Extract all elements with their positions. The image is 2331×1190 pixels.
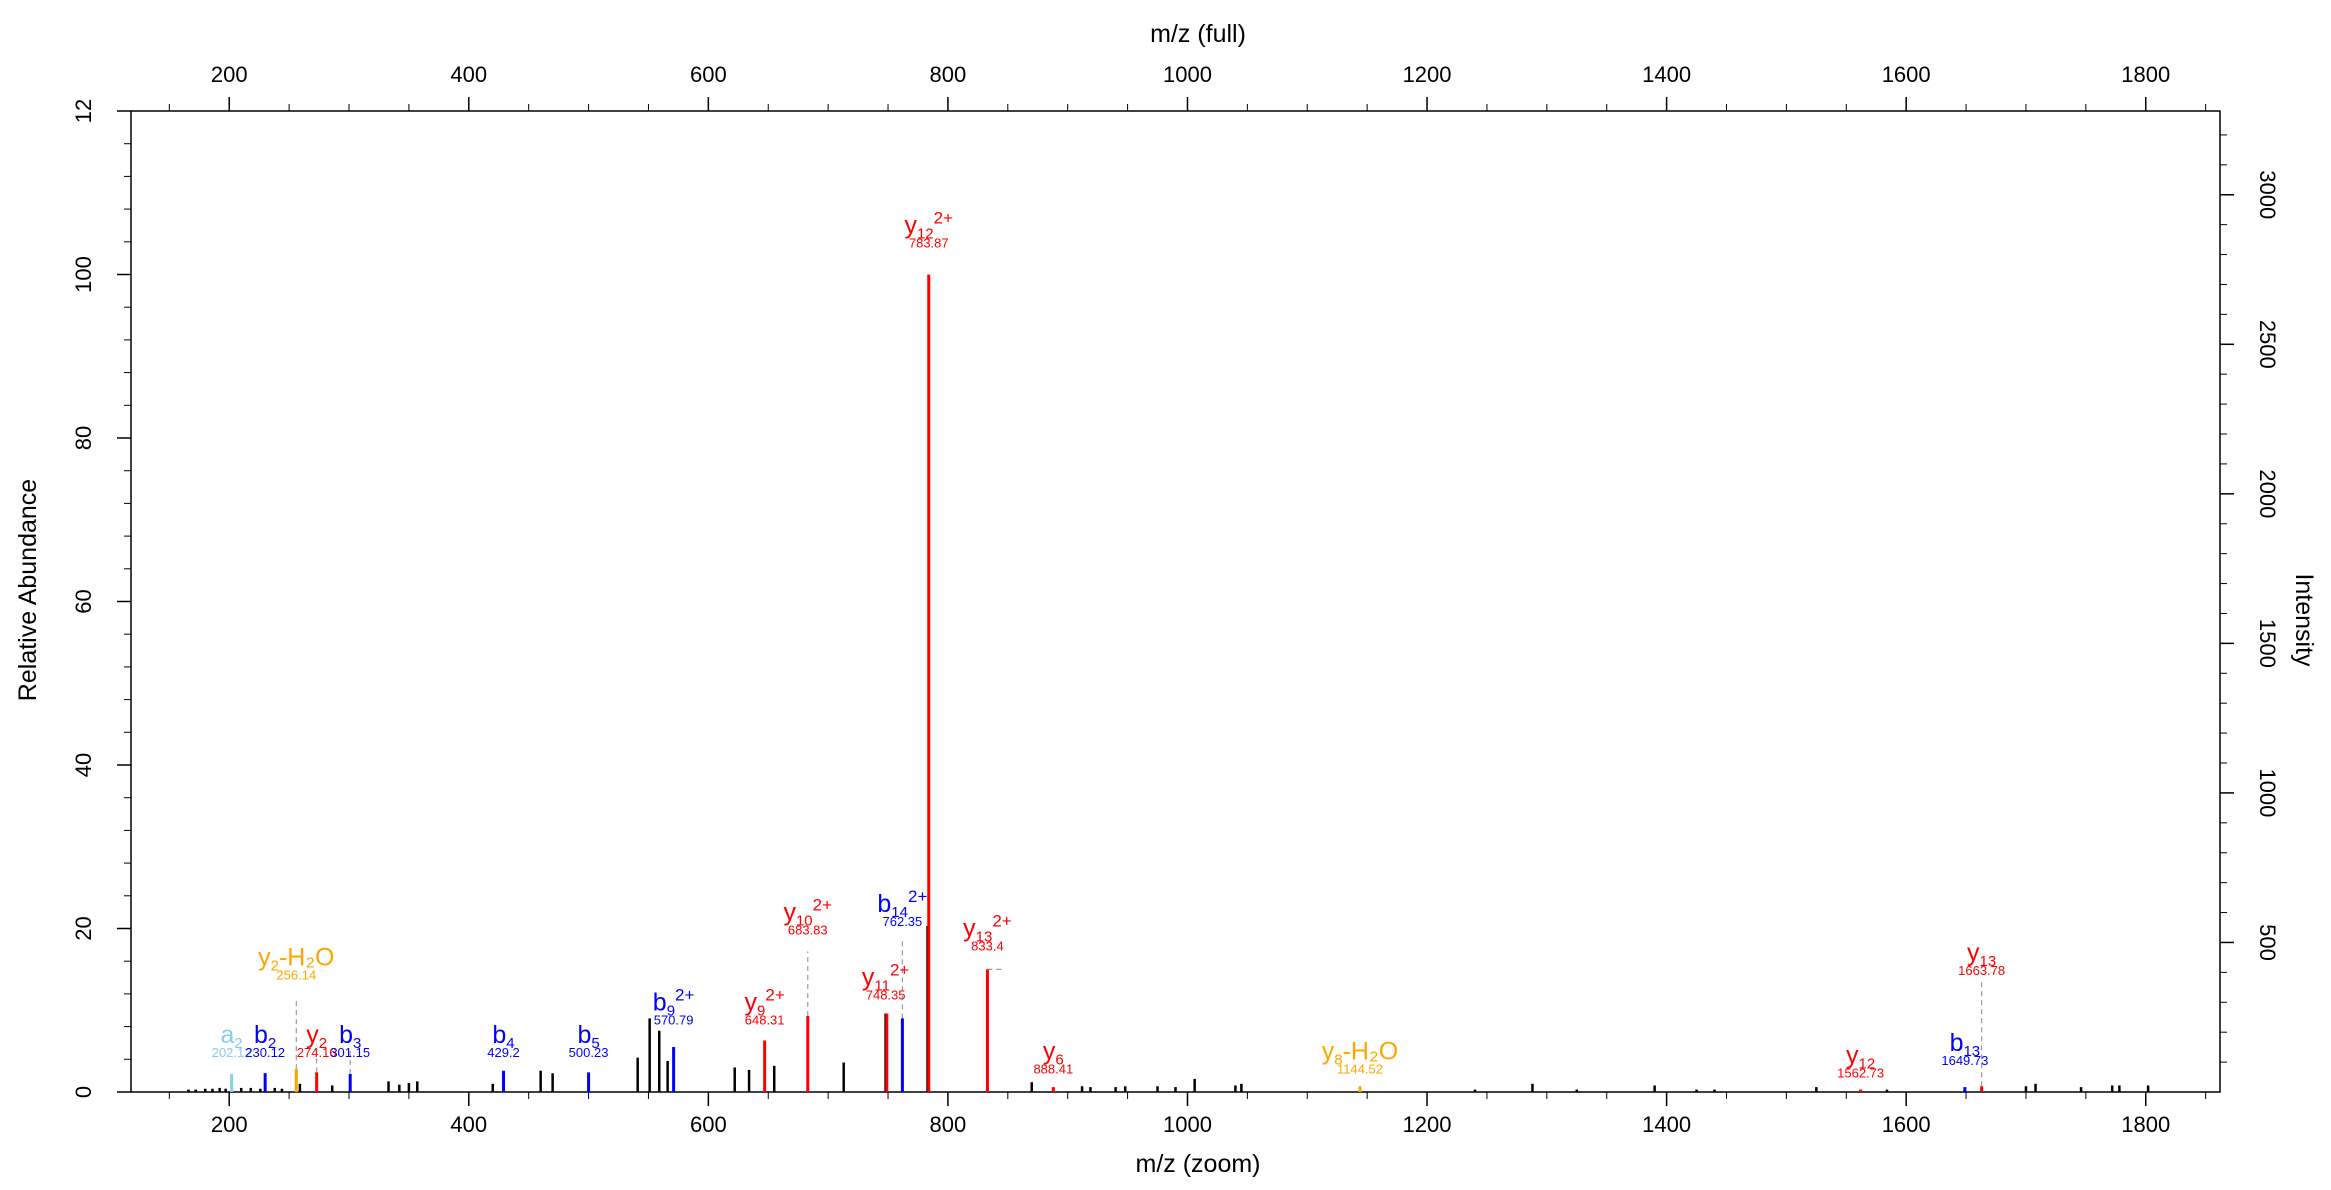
ion-label: y122+ — [904, 209, 953, 243]
y-axis-title: Relative Abundance — [14, 479, 42, 701]
x-tick-label: 1600 — [1882, 1112, 1931, 1137]
connector-lines — [295, 939, 1983, 1087]
ion-mz-label: 256.14 — [276, 967, 316, 982]
y-tick-label: 0 — [71, 1086, 96, 1098]
y-tick-label: 20 — [71, 916, 96, 940]
ion-mz-label: 648.31 — [745, 1012, 785, 1027]
ion-mz-label: 1144.52 — [1337, 1061, 1383, 1076]
ion-mz-label: 429.2 — [487, 1045, 520, 1060]
ion-annotations: y122+783.87 b142+762.35 y102+683.83 y112+74… — [212, 209, 2005, 1081]
ion-mz-label: 783.87 — [909, 236, 949, 251]
ion-mz-label: 274.16 — [297, 1045, 337, 1060]
ion-mz-label: 500.23 — [569, 1045, 609, 1060]
ion-label: y6 — [1043, 1037, 1064, 1068]
top-tick-label: 1400 — [1642, 62, 1691, 87]
right-axis: 500 1000 1500 2000 2500 3000 — [2220, 134, 2280, 1063]
plot-border — [130, 110, 2221, 1093]
x-tick-label: 600 — [690, 1112, 727, 1137]
ion-mz-label: 202.12 — [212, 1045, 252, 1060]
ion-label: b3 — [339, 1021, 361, 1052]
ion-label: y92+ — [745, 985, 785, 1019]
y-tick-label: 12 — [71, 99, 96, 123]
ion-label: y2-H₂O — [258, 943, 334, 974]
right-tick-label: 3000 — [2255, 170, 2280, 219]
ion-mz-label: 683.83 — [788, 922, 828, 937]
peak-bars — [187, 274, 2150, 1092]
top-tick-label: 200 — [211, 62, 248, 87]
x-tick-label: 800 — [930, 1112, 967, 1137]
ion-label: a2 — [220, 1021, 242, 1052]
left-axis: 0 20 40 60 80 100 12 — [71, 99, 131, 1098]
right-tick-label: 1500 — [2255, 619, 2280, 668]
ion-label: y132+ — [963, 912, 1012, 946]
y-tick-label: 80 — [71, 426, 96, 450]
right-tick-label: 2500 — [2255, 320, 2280, 369]
ion-label: y2 — [306, 1021, 327, 1052]
top-axis-title: m/z (full) — [1150, 20, 1246, 48]
ion-mz-label: 230.12 — [245, 1045, 285, 1060]
ion-label: b4 — [492, 1021, 514, 1052]
right-tick-label: 1000 — [2255, 768, 2280, 817]
top-tick-label: 400 — [450, 62, 487, 87]
ion-mz-label: 1562.73 — [1837, 1065, 1884, 1080]
top-tick-label: 1800 — [2121, 62, 2170, 87]
ion-label: b5 — [577, 1021, 599, 1052]
ion-label: y13 — [1967, 939, 1996, 970]
ion-mz-label: 888.41 — [1033, 1061, 1073, 1076]
ion-mz-label: 1663.78 — [1958, 963, 2005, 978]
right-tick-label: 500 — [2255, 924, 2280, 961]
ion-label: b2 — [254, 1021, 276, 1052]
ion-mz-label: 833.4 — [971, 939, 1004, 954]
y-tick-label: 100 — [71, 256, 96, 293]
right-tick-label: 2000 — [2255, 469, 2280, 518]
top-axis: 200 400 600 800 1000 1200 1400 1600 1800 — [168, 62, 2207, 111]
ion-label: y112+ — [862, 961, 910, 995]
ion-label: y12 — [1846, 1041, 1875, 1072]
x-tick-label: 200 — [211, 1112, 248, 1137]
ion-mz-label: 301.15 — [330, 1045, 370, 1060]
x-tick-label: 1400 — [1642, 1112, 1691, 1137]
x-axis-title: m/z (zoom) — [1136, 1150, 1261, 1178]
y-tick-label: 40 — [71, 753, 96, 777]
y-tick-label: 60 — [71, 589, 96, 613]
top-tick-label: 1200 — [1403, 62, 1452, 87]
ion-label: y8-H₂O — [1322, 1037, 1398, 1068]
ion-mz-label: 570.79 — [654, 1012, 694, 1027]
x-tick-label: 1200 — [1403, 1112, 1452, 1137]
top-tick-label: 800 — [930, 62, 967, 87]
ion-label: y102+ — [783, 895, 832, 929]
x-tick-label: 1800 — [2121, 1112, 2170, 1137]
ion-mz-label: 1649.73 — [1941, 1053, 1988, 1068]
plot-frame — [130, 110, 2221, 1093]
top-tick-label: 1000 — [1163, 62, 1212, 87]
ion-label: b142+ — [877, 887, 927, 921]
x-tick-label: 1000 — [1163, 1112, 1212, 1137]
bottom-axis: 200 400 600 800 1000 1200 1400 1600 1800 — [168, 1092, 2207, 1137]
ion-mz-label: 748.35 — [866, 988, 906, 1003]
right-axis-title: Intensity — [2290, 573, 2318, 667]
ion-mz-label: 762.35 — [883, 914, 923, 929]
ion-label: b92+ — [653, 985, 695, 1019]
x-tick-label: 400 — [450, 1112, 487, 1137]
top-tick-label: 1600 — [1882, 62, 1931, 87]
ion-label: b13 — [1950, 1029, 1981, 1060]
top-tick-label: 600 — [690, 62, 727, 87]
